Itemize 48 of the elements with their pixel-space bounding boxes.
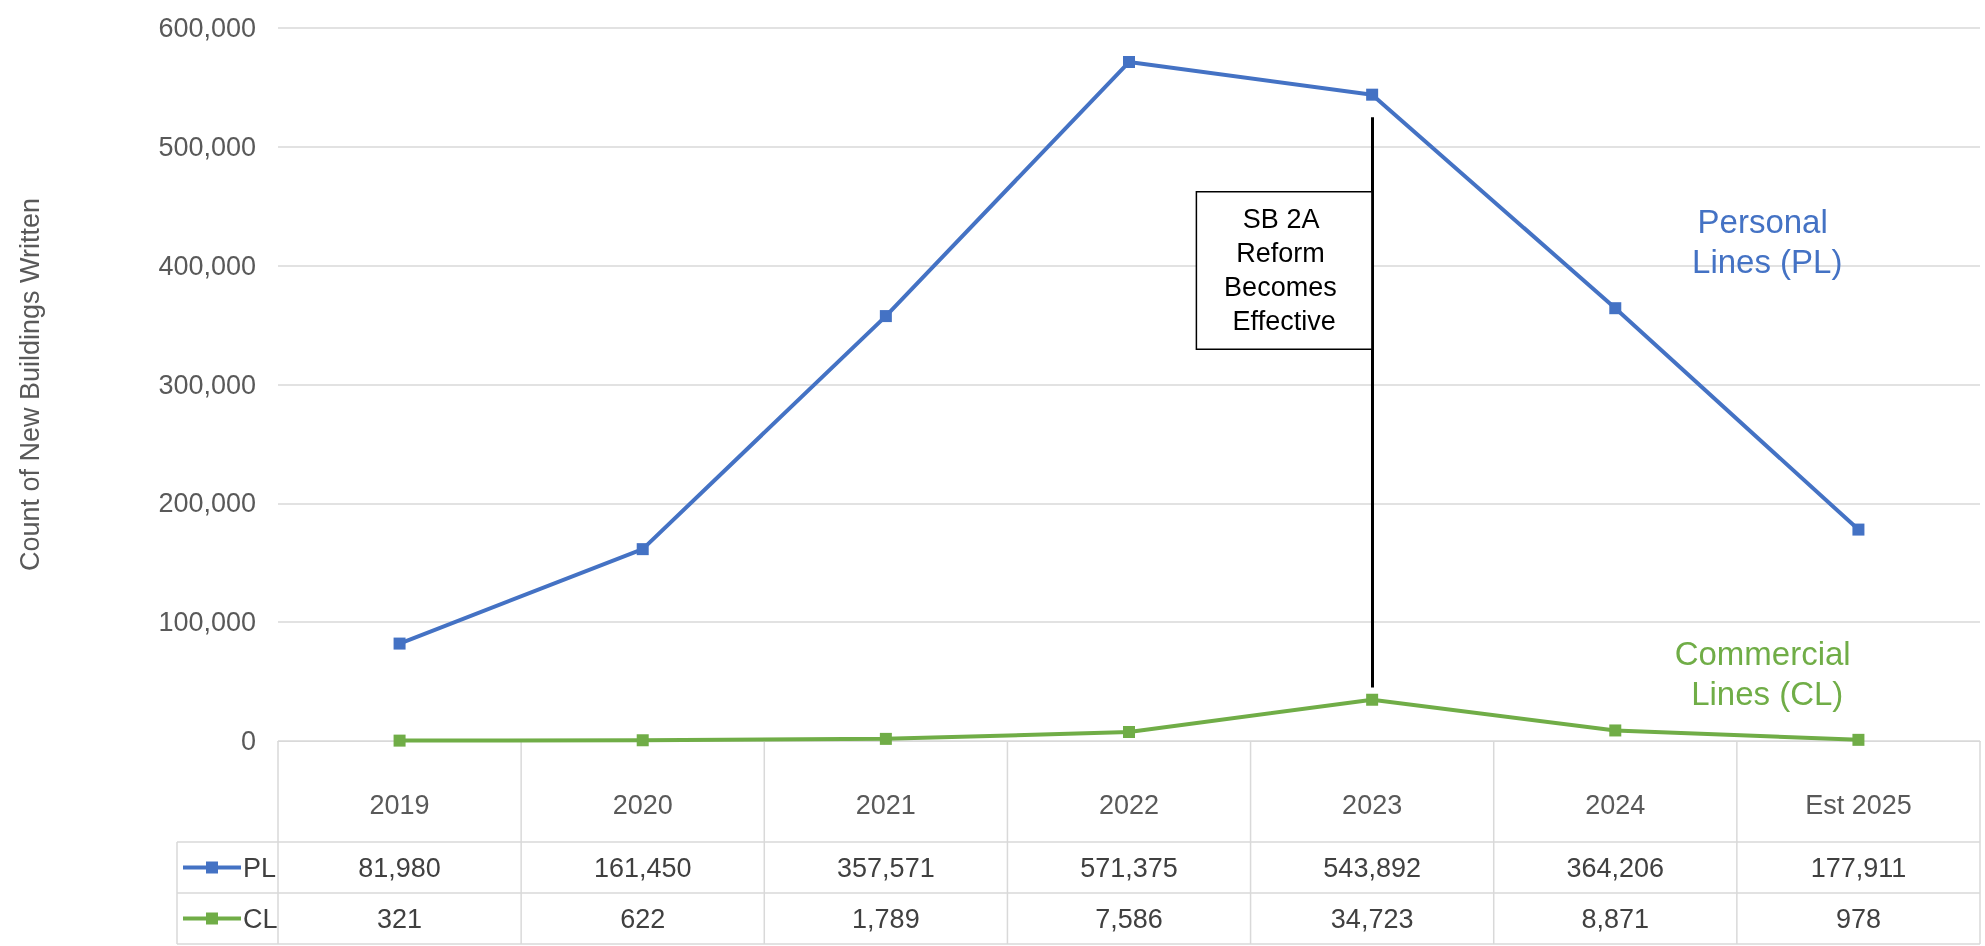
y-tick-label: 300,000 <box>158 369 256 400</box>
x-tick-label: Est 2025 <box>1805 789 1912 820</box>
annotation: Personal Lines (PL) <box>1692 203 1843 281</box>
point <box>393 734 406 747</box>
data-label: 34,723 <box>1330 903 1414 934</box>
point <box>1609 724 1622 737</box>
y-tick-label: 600,000 <box>158 13 256 43</box>
point <box>879 310 892 323</box>
legend-label: CL <box>243 903 278 934</box>
point <box>1366 88 1379 101</box>
x-tick-label: 2019 <box>369 789 430 820</box>
point <box>879 732 892 745</box>
data-label: 622 <box>620 903 666 934</box>
y-tick-label: 0 <box>240 726 256 756</box>
data-label: 161,450 <box>593 852 692 883</box>
data-label: 1,789 <box>852 903 920 934</box>
point <box>1123 725 1135 738</box>
point <box>636 734 649 747</box>
point <box>393 637 406 650</box>
x-tick-label: 2024 <box>1585 789 1646 820</box>
x-tick-label: 2021 <box>855 789 916 820</box>
data-label: 357,571 <box>837 852 935 883</box>
point <box>1366 693 1379 706</box>
data-label: 543,892 <box>1323 852 1421 883</box>
y-tick-label: 100,000 <box>158 607 256 638</box>
ref-line-label: SB 2A Reform Becomes Effective <box>1224 204 1345 337</box>
data-label: 7,586 <box>1095 903 1163 934</box>
data-label: 321 <box>377 903 423 934</box>
x-tick-label: 2020 <box>612 789 673 820</box>
y-tick-label: 500,000 <box>158 131 256 162</box>
data-label: 8,871 <box>1581 903 1650 934</box>
point <box>1609 302 1622 315</box>
legend-label: PL <box>243 852 277 883</box>
data-label: 364,206 <box>1566 852 1665 883</box>
point <box>636 543 649 556</box>
data-label: 571,375 <box>1080 852 1178 883</box>
annotation: Commercial Lines (CL) <box>1674 634 1860 712</box>
data-label: 978 <box>1835 903 1881 934</box>
y-tick-label: 200,000 <box>158 488 256 519</box>
data-label: 177,911 <box>1810 852 1907 883</box>
x-tick-label: 2023 <box>1342 789 1403 820</box>
point <box>1852 523 1865 536</box>
data-label: 81,980 <box>358 852 441 883</box>
y-axis-title: Count of New Buildings Written <box>14 197 45 572</box>
x-tick-label: 2022 <box>1098 789 1160 820</box>
y-tick-label: 400,000 <box>158 250 256 281</box>
point <box>1852 733 1865 746</box>
point <box>1123 56 1135 69</box>
